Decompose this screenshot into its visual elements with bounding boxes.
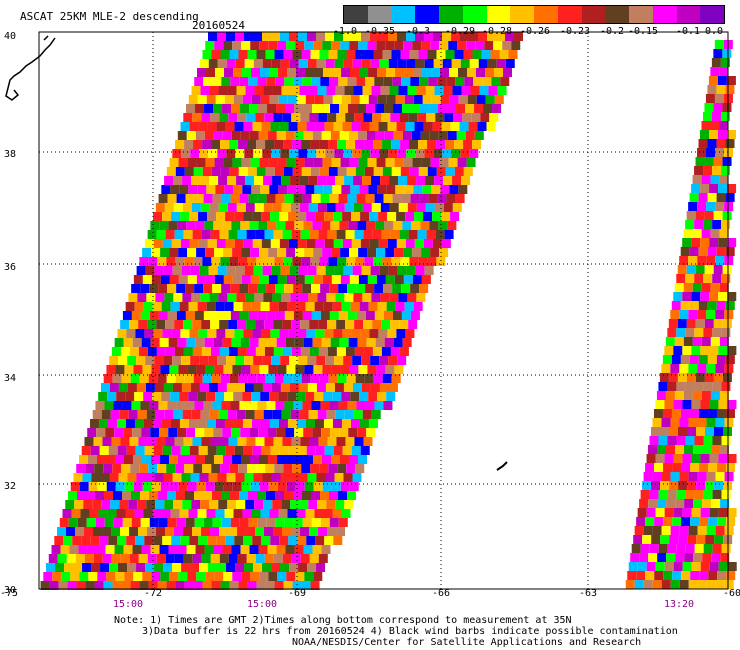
coastline [5,35,508,471]
lon-label: -72 [143,588,163,599]
colorbar-tick-label: -0.28 [481,26,513,37]
colorbar-swatch [391,6,416,23]
lon-label: -60 [722,588,740,599]
lat-label: 34 [4,373,17,384]
note-line-3: NOAA/NESDIS/Center for Satellite Applica… [292,637,642,648]
colorbar-swatch [510,6,534,23]
colorbar-tick-label: -0.1 [675,26,701,37]
colorbar-swatch [344,6,368,23]
note-line-2: 3)Data buffer is 22 hrs from 20160524 4)… [142,626,678,637]
colorbar-swatch [629,6,653,23]
map-frame [38,31,729,590]
colorbar-swatch [581,6,606,23]
colorbar-swatch [462,6,487,23]
lat-lon-grid [39,32,728,589]
colorbar-swatch [652,6,677,23]
colorbar-swatch [415,6,439,23]
colorbar-tick-label: 0.0 [704,26,724,37]
colorbar-tick-label: -0.3 [405,26,431,37]
colorbar-swatch [439,6,463,23]
colorbar-tick-label: -0.2 [599,26,625,37]
time-label: 15:00 [246,599,278,610]
colorbar-swatch [700,6,724,23]
colorbar-swatch [534,6,558,23]
colorbar-tick-label: -0.26 [519,26,551,37]
colorbar [343,5,725,24]
colorbar-swatch [605,6,629,23]
colorbar-swatch [486,6,511,23]
data-swaths [40,32,737,590]
lat-label: 32 [4,481,17,492]
lon-label: -75 [0,588,19,599]
lat-label: 40 [4,31,17,42]
colorbar-tick-label: -0.23 [559,26,591,37]
lon-label: -63 [578,588,598,599]
lon-label: -69 [287,588,307,599]
colorbar-swatch [367,6,392,23]
colorbar-swatch [557,6,582,23]
note-line-1: Note: 1) Times are GMT 2)Times along bot… [114,615,572,626]
map-title: ASCAT 25KM MLE-2 descending [20,10,199,23]
lat-label: 30 [4,585,17,596]
footnotes: Note: 1) Times are GMT 2)Times along bot… [114,615,678,648]
map-date: 20160524 [192,19,245,32]
lat-label: 36 [4,262,17,273]
colorbar-tick-label: -0.15 [627,26,659,37]
lon-label: -66 [431,588,451,599]
time-label: 15:00 [112,599,144,610]
time-label: 13:20 [663,599,695,610]
colorbar-tick-label: -1.0 [332,26,358,37]
lat-label: 38 [4,149,17,160]
colorbar-tick-label: -0.29 [444,26,476,37]
colorbar-swatch [676,6,701,23]
colorbar-tick-label: -0.35 [364,26,396,37]
